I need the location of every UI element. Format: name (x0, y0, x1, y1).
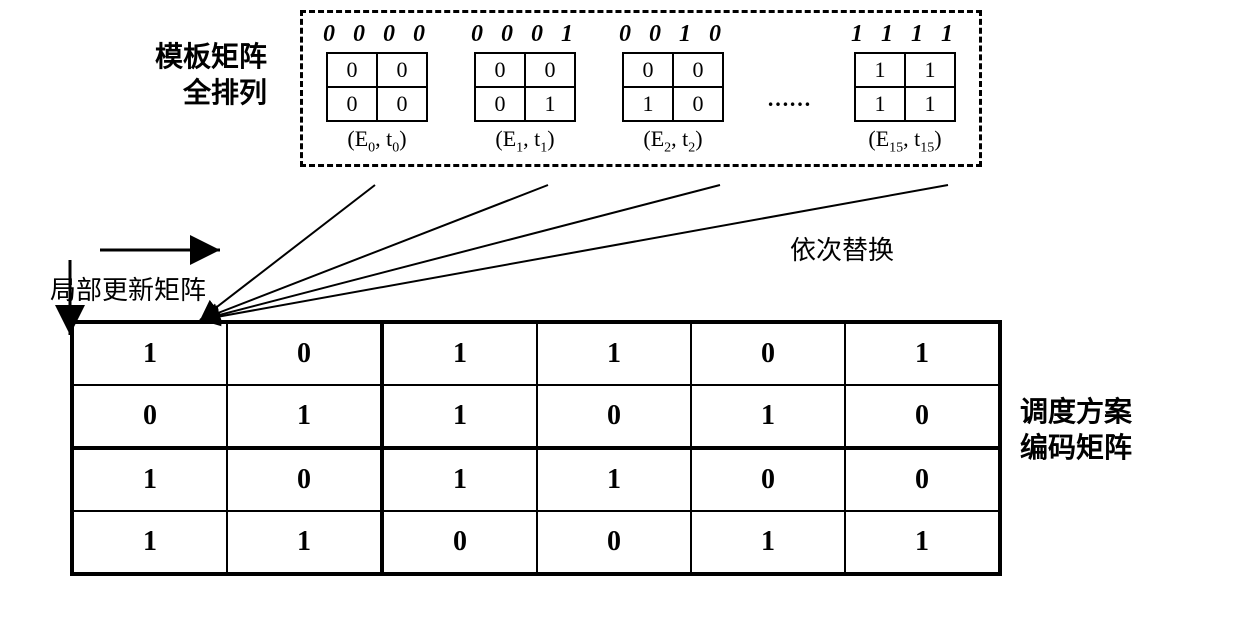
cell: 1 (855, 53, 905, 87)
cell: 1 (905, 53, 955, 87)
cell: 0 (475, 87, 525, 121)
et-1: (E1, t1) (495, 126, 554, 156)
matrix-cell: 0 (537, 511, 691, 574)
matrix-cell: 1 (72, 511, 227, 574)
replace-seq-label: 依次替换 (790, 230, 894, 267)
matrix-cell: 0 (691, 448, 845, 511)
template-to-matrix-line (200, 185, 375, 320)
cell: 0 (327, 87, 377, 121)
cell: 1 (855, 87, 905, 121)
matrix-cell: 0 (72, 385, 227, 448)
template-ellipsis: …… (767, 86, 811, 112)
side-l1: 调度方案 (1020, 397, 1132, 428)
cell: 1 (525, 87, 575, 121)
cell: 0 (327, 53, 377, 87)
matrix-cell: 1 (537, 322, 691, 385)
template-2: 0 0 1 0 00 10 (E2, t2) (619, 21, 727, 156)
template-0: 0 0 0 0 00 00 (E0, t0) (323, 21, 431, 156)
cell: 1 (623, 87, 673, 121)
matrix-cell: 1 (72, 322, 227, 385)
matrix-cell: 0 (691, 322, 845, 385)
matrix-cell: 0 (227, 448, 382, 511)
bits-2: 0 0 1 0 (619, 21, 727, 48)
matrix-cell: 1 (537, 448, 691, 511)
template-15: 1 1 1 1 11 11 (E15, t15) (851, 21, 959, 156)
side-l2: 编码矩阵 (1020, 433, 1132, 464)
template-to-matrix-line (200, 185, 720, 320)
matrix-cell: 0 (382, 511, 537, 574)
et-0: (E0, t0) (347, 126, 406, 156)
matrix-cell: 1 (382, 322, 537, 385)
matrix-cell: 0 (845, 385, 1000, 448)
matrix-cell: 1 (227, 385, 382, 448)
et-2: (E2, t2) (643, 126, 702, 156)
cell: 0 (673, 87, 723, 121)
cell: 0 (377, 53, 427, 87)
matrix-cell: 0 (227, 322, 382, 385)
mini-matrix-15: 11 11 (854, 52, 956, 122)
bits-1: 0 0 0 1 (471, 21, 579, 48)
local-update-text: 局部更新矩阵 (50, 276, 206, 305)
et-15: (E15, t15) (868, 126, 941, 156)
template-label-l2: 全排列 (183, 78, 267, 109)
template-1: 0 0 0 1 00 01 (E1, t1) (471, 21, 579, 156)
matrix-cell: 0 (537, 385, 691, 448)
matrix-cell: 1 (845, 322, 1000, 385)
mini-matrix-1: 00 01 (474, 52, 576, 122)
schedule-matrix-label: 调度方案 编码矩阵 (1020, 395, 1132, 468)
template-to-matrix-line (200, 185, 548, 320)
matrix-cell: 1 (845, 511, 1000, 574)
matrix-cell: 1 (227, 511, 382, 574)
template-permutation-box: 0 0 0 0 00 00 (E0, t0) 0 0 0 1 00 01 (E1… (300, 10, 982, 167)
matrix-cell: 1 (382, 385, 537, 448)
cell: 0 (673, 53, 723, 87)
matrix-cell: 1 (691, 385, 845, 448)
bits-15: 1 1 1 1 (851, 21, 959, 48)
matrix-cell: 1 (691, 511, 845, 574)
cell: 0 (525, 53, 575, 87)
template-label-l1: 模板矩阵 (155, 42, 267, 73)
bits-0: 0 0 0 0 (323, 21, 431, 48)
schedule-encoding-matrix: 101101011010101100110011 (70, 320, 1002, 576)
cell: 0 (377, 87, 427, 121)
matrix-cell: 1 (382, 448, 537, 511)
matrix-cell: 0 (845, 448, 1000, 511)
cell: 1 (905, 87, 955, 121)
template-matrix-label: 模板矩阵 全排列 (155, 40, 267, 113)
mini-matrix-0: 00 00 (326, 52, 428, 122)
schedule-encoding-matrix-wrap: 101101011010101100110011 (70, 320, 1002, 576)
local-update-label: 局部更新矩阵 (50, 270, 206, 307)
cell: 0 (623, 53, 673, 87)
cell: 0 (475, 53, 525, 87)
mini-matrix-2: 00 10 (622, 52, 724, 122)
matrix-cell: 1 (72, 448, 227, 511)
replace-seq-text: 依次替换 (790, 236, 894, 265)
